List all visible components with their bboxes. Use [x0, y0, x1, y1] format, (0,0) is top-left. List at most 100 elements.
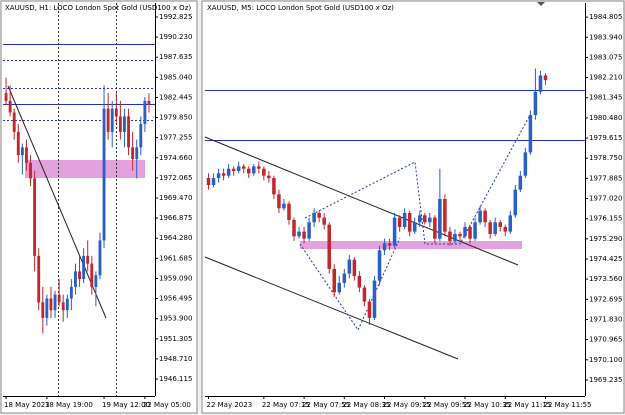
y-tick-label: 1972.695 [589, 295, 622, 303]
candle-body [448, 231, 452, 241]
candle-body [503, 226, 508, 232]
candle-body [37, 255, 41, 303]
chart-title: XAUUSD, M5: LOCO London Spot Gold (USD10… [207, 4, 394, 12]
y-tick-label: 1987.635 [159, 53, 192, 61]
candle-body [322, 217, 326, 225]
candle-body [78, 271, 81, 280]
y-tick-label: 1984.805 [589, 13, 622, 21]
candle-body [317, 212, 321, 218]
candle-body [402, 212, 407, 227]
candle-body [135, 147, 139, 160]
x-tick-label: 22 May 09:55 [423, 401, 471, 409]
candle-body [20, 147, 24, 156]
candle-body [382, 243, 387, 251]
channel-line [204, 136, 519, 266]
candle-body [65, 298, 69, 311]
candle-body [352, 259, 357, 276]
y-tick-label: 1969.235 [589, 376, 622, 384]
panel-m5 [201, 0, 625, 414]
x-tick-label: 19 May 12:00 [102, 401, 150, 409]
x-tick-label: 22 May 10:35 [463, 401, 511, 409]
y-tick-label: 1983.075 [589, 53, 622, 61]
shift-marker [537, 2, 545, 6]
candle-body [282, 203, 286, 209]
y-tick-label: 1982.210 [589, 74, 622, 82]
y-tick-label: 1956.495 [159, 295, 192, 303]
candle-body [57, 294, 61, 303]
candle-body [221, 173, 226, 176]
candle-body [41, 302, 45, 318]
x-tick-label: 22 May 07:15 [262, 401, 310, 409]
x-tick-label: 22 May 08:35 [342, 401, 390, 409]
candle-body [543, 75, 548, 81]
y-tick-label: 1981.345 [589, 94, 622, 102]
candle-body [407, 212, 412, 232]
y-tick-label: 1978.750 [589, 154, 622, 162]
y-tick-label: 1948.710 [159, 355, 192, 363]
candle-body [332, 268, 337, 293]
y-tick-label: 1961.685 [159, 254, 192, 262]
candle-body [8, 100, 12, 113]
candle-body [262, 168, 266, 176]
candle-body [538, 75, 543, 92]
candle-body [114, 108, 118, 117]
y-tick-label: 1990.230 [159, 33, 192, 41]
candle-body [61, 302, 65, 311]
candle-body [131, 147, 135, 160]
y-tick-label: 1970.100 [589, 356, 622, 364]
candle-body [473, 222, 477, 239]
x-tick-label: 22 May 05:00 [143, 401, 191, 409]
candle-body [488, 222, 492, 234]
candle-body [458, 233, 462, 237]
y-tick-label: 1964.280 [159, 234, 192, 242]
x-tick-label: 22 May 11:55 [543, 401, 591, 409]
candle-body [417, 215, 422, 223]
candle-body [33, 178, 37, 256]
candle-body [4, 93, 8, 101]
candle-body [90, 263, 94, 287]
y-tick-label: 1953.900 [159, 315, 192, 323]
candle-body [49, 298, 53, 311]
channel-line [204, 256, 459, 360]
candle-body [257, 166, 261, 169]
candle-body [347, 259, 352, 274]
candle-body [372, 280, 377, 318]
x-tick-label: 18 May 2023 [4, 401, 50, 409]
candle-body [94, 275, 98, 287]
candle-body [528, 115, 533, 153]
candle-body [523, 152, 528, 176]
candle-body [292, 219, 296, 237]
candle-body [139, 124, 143, 148]
candle-body [287, 203, 291, 220]
candle-body [69, 286, 73, 299]
candle-body [533, 91, 538, 116]
y-tick-label: 1992.825 [159, 13, 192, 21]
candle-body [252, 166, 256, 174]
candle-body [118, 116, 122, 132]
y-tick-label: 1959.090 [159, 274, 192, 282]
panel-h1 [0, 0, 198, 414]
candle-body [127, 116, 130, 148]
y-tick-label: 1980.480 [589, 114, 622, 122]
candle-body [206, 178, 211, 186]
x-tick-label: 22 May 07:55 [302, 401, 350, 409]
y-tick-label: 1977.020 [589, 195, 622, 203]
candle-body [236, 166, 241, 172]
candle-body [241, 166, 246, 169]
candle-body [297, 231, 301, 237]
candle-body [508, 215, 513, 232]
candle-body [246, 168, 251, 174]
y-tick-label: 1951.305 [159, 335, 192, 343]
candle-body [147, 100, 151, 105]
x-tick-label: 22 May 11:15 [503, 401, 551, 409]
candle-body [272, 178, 276, 195]
candle-body [423, 215, 427, 223]
candle-body [86, 255, 90, 264]
candle-body [277, 194, 281, 209]
candle-body [312, 212, 316, 223]
candle-body [397, 217, 402, 227]
candle-body [518, 175, 523, 190]
candle-body [337, 282, 342, 293]
candle-body [226, 168, 231, 176]
